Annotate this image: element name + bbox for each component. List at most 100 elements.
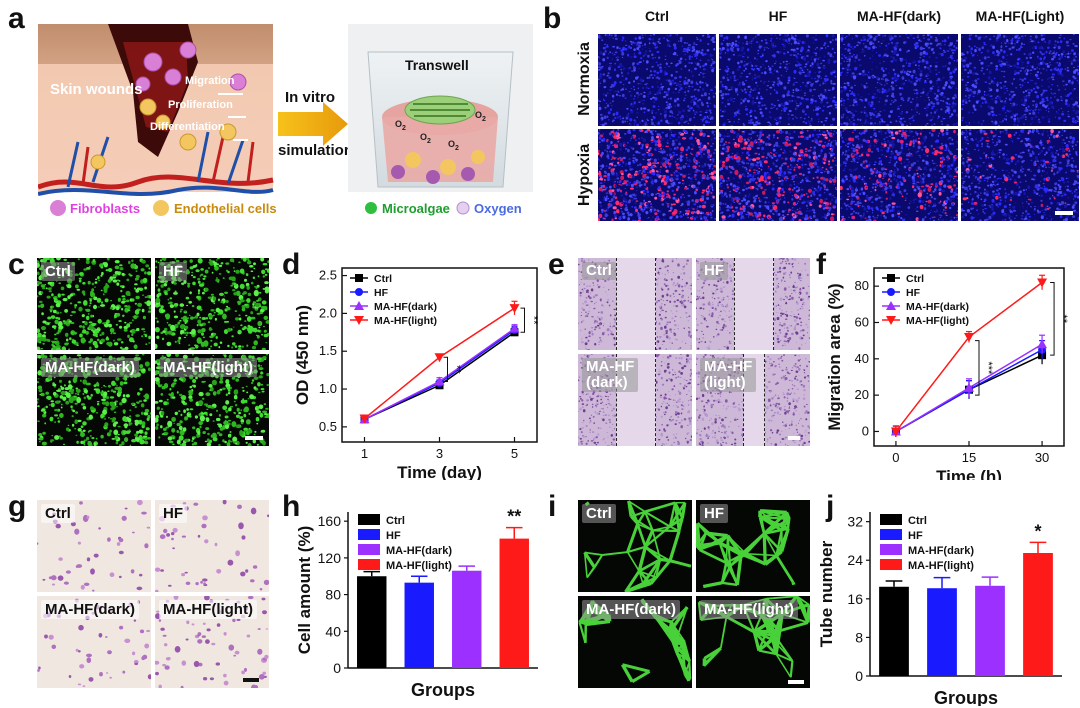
y-axis-label: OD (450 nm) (293, 305, 312, 405)
y-axis-label: Tube number (820, 540, 836, 647)
e-label-1: HF (700, 262, 728, 280)
legend-entry-2: MA-HF(dark) (386, 545, 452, 557)
differentiation-label: Differentiation (150, 121, 225, 133)
significance-mark: ** (451, 365, 463, 374)
legend-marker (887, 288, 895, 296)
c-label-2: MA-HF(dark) (41, 358, 139, 377)
bar-2 (975, 585, 1005, 676)
chart-f: 0 20 40 60 80 0 15 30 Time (h) Migration area (%)… (825, 267, 1069, 480)
y-tick-label: 2.5 (319, 268, 337, 283)
legend-swatch-1 (358, 529, 380, 540)
fibroblast-legend-icon (50, 200, 66, 216)
b-image-normoxia-1 (719, 34, 837, 126)
significance-bracket (975, 340, 980, 396)
e-label-line1: Ctrl (586, 262, 612, 279)
legend-entry-0: Ctrl (908, 515, 927, 527)
y-tick-label: 0 (333, 660, 341, 676)
o2-label-4: O2 (448, 139, 459, 152)
transwell-label: Transwell (405, 57, 469, 73)
legend-entry-3: MA-HF(light) (386, 560, 452, 572)
chart-j: 0 8 16 24 32 * Groups Tube number Ctrl HF MA-HF(da… (820, 512, 1062, 706)
legend-entry-3: MA-HF(light) (374, 315, 437, 327)
series-line-2 (364, 327, 515, 420)
skin-wounds-label: Skin wounds (50, 81, 143, 98)
panel-letter-f: f (816, 248, 826, 281)
legend-swatch-0 (358, 514, 380, 525)
i-image-1: HF (696, 500, 810, 592)
y-tick-label: 1.0 (319, 381, 337, 396)
data-point-2-2 (1037, 339, 1048, 349)
e-image-3: MA-HF (light) (696, 354, 810, 446)
y-tick-label: 20 (855, 387, 869, 402)
e-label-0: Ctrl (582, 262, 616, 280)
data-point-3-1 (964, 333, 974, 343)
x-tick-label: 0 (892, 450, 899, 465)
y-axis-label: Cell amount (%) (295, 526, 314, 654)
g-label-0: Ctrl (41, 504, 75, 523)
b-image-hypoxia-3 (961, 129, 1079, 221)
b-col-label-2: MA-HF(dark) (857, 8, 941, 24)
c-image-0: Ctrl (37, 258, 151, 350)
e-image-1: HF (696, 258, 810, 350)
bar-1 (927, 588, 957, 676)
y-tick-label: 0.5 (319, 419, 337, 434)
e-label-line1: MA-HF (704, 358, 753, 375)
y-tick-label: 160 (318, 513, 342, 529)
b-image-hypoxia-0 (598, 129, 716, 221)
x-tick-label: 3 (436, 446, 443, 461)
fibroblasts-legend: Fibroblasts (70, 201, 140, 216)
legend-entry-1: HF (908, 530, 923, 542)
x-tick-label: 5 (511, 446, 518, 461)
c-image-3: MA-HF(light) (155, 354, 269, 446)
g-image-2: MA-HF(dark) (37, 596, 151, 688)
b-image-normoxia-3 (961, 34, 1079, 126)
chart-h: 0 40 80 120 160 ** Groups Cell amount (%) Ctrl HF… (295, 507, 538, 700)
b-image-normoxia-2 (840, 34, 958, 126)
i-image-3: MA-HF(light) (696, 596, 810, 688)
x-axis-label: Time (day) (397, 463, 482, 480)
legend-marker (887, 274, 895, 282)
legend-marker (355, 274, 363, 282)
y-tick-label: 0 (855, 668, 863, 684)
y-tick-label: 32 (847, 514, 863, 530)
bar-2 (452, 570, 482, 668)
g-image-0: Ctrl (37, 500, 151, 592)
y-tick-label: 120 (318, 550, 342, 566)
bar-1 (404, 582, 434, 668)
i-label-2: MA-HF(dark) (582, 600, 680, 619)
legend-entry-3: MA-HF(light) (908, 560, 974, 572)
o2-label-3: O2 (420, 132, 431, 145)
y-tick-label: 80 (855, 278, 869, 293)
panel-letter-g: g (8, 490, 27, 523)
scale-bar (788, 680, 804, 684)
panel-letter-d: d (282, 248, 301, 281)
b-col-label-3: MA-HF(Light) (975, 8, 1065, 24)
data-point-3-1 (434, 353, 445, 363)
microalgae-legend: Microalgae (382, 201, 450, 216)
y-tick-label: 8 (855, 629, 863, 645)
legend-swatch-3 (358, 559, 380, 570)
scale-bar (243, 678, 259, 682)
g-label-2: MA-HF(dark) (41, 600, 139, 619)
b-col-label-0: Ctrl (644, 8, 670, 24)
oxygen-legend: Oxygen (474, 201, 522, 216)
microalgae-legend-icon (365, 202, 377, 214)
scratch-gap (734, 258, 774, 350)
i-image-0: Ctrl (578, 500, 692, 592)
legend-entry-0: Ctrl (386, 515, 405, 527)
legend-entry-1: HF (906, 287, 921, 299)
panel-a-schematic: Skin wounds Migration Proliferation Diff… (38, 24, 533, 216)
c-image-2: MA-HF(dark) (37, 354, 151, 446)
i-label-0: Ctrl (582, 504, 616, 523)
x-axis-label: Time (h) (936, 467, 1002, 480)
panel-letter-j: j (826, 490, 835, 523)
o2-label-1: O2 (395, 119, 406, 132)
legend-marker (355, 288, 363, 296)
bar-0 (879, 586, 909, 676)
legend-swatch-0 (880, 514, 902, 525)
legend-entry-0: Ctrl (374, 273, 392, 285)
legend-entry-2: MA-HF(dark) (908, 545, 974, 557)
chart-d: 0.5 1.0 1.5 2.0 2.5 1 3 5 Time (day) OD (450 nm) C… (293, 267, 540, 480)
g-label-1: HF (159, 504, 187, 523)
plot-frame (873, 267, 1065, 447)
